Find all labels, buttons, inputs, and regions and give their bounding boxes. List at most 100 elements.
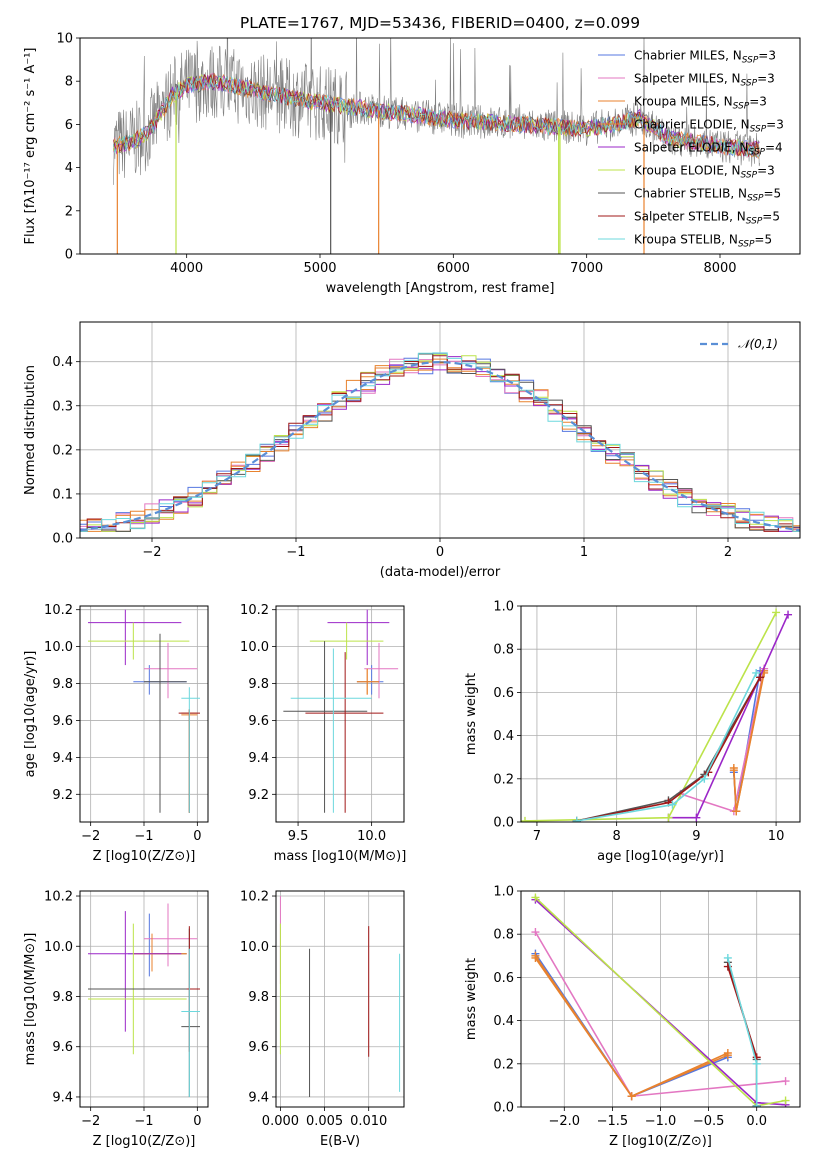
- x-tick-label: 1: [580, 545, 588, 560]
- y-tick-label: 2: [65, 204, 73, 219]
- figure-title: PLATE=1767, MJD=53436, FIBERID=0400, z=0…: [240, 14, 640, 32]
- y-tick-label: 10.2: [44, 890, 73, 905]
- x-tick-label: −2.0: [549, 1114, 581, 1129]
- x-tick-label: −1: [286, 545, 305, 560]
- weight-marker: [752, 1059, 761, 1068]
- x-tick-label: 6000: [437, 261, 470, 276]
- y-tick-label: 0.6: [493, 971, 514, 986]
- weight-marker: [531, 953, 540, 962]
- y-tick-label: 0.4: [52, 355, 73, 370]
- plot-area: [531, 893, 790, 1107]
- x-tick-label: 7000: [570, 261, 603, 276]
- x-tick-label: −1: [134, 829, 153, 844]
- x-tick-label: 5000: [303, 261, 336, 276]
- x-axis-label: E(B-V): [320, 1134, 360, 1149]
- axis-frame: [79, 37, 801, 255]
- y-tick-label: 9.4: [248, 1090, 269, 1105]
- x-tick-label: −1: [134, 1114, 153, 1129]
- weight-marker: [627, 1092, 636, 1101]
- y-tick-label: 9.4: [52, 1090, 73, 1105]
- y-tick-label: 9.6: [248, 1040, 269, 1055]
- x-tick-label: 2: [724, 545, 732, 560]
- mass_vs_Z-panel: −2 −1 0 9.4 9.6 9.8 10.0 10.2 Z [log10(Z/Z⊙)] mas…: [23, 890, 209, 1149]
- plot-area: [112, 38, 761, 254]
- x-tick-label: −2: [81, 829, 100, 844]
- spectrum-model-salpeter_elodie: [113, 74, 760, 157]
- x-tick-label: 0.005: [306, 1114, 343, 1129]
- legend-entry: Salpeter STELIB, NSSP=5: [634, 210, 780, 227]
- y-tick-label: 9.8: [52, 990, 73, 1005]
- y-axis-label: mass weight: [464, 673, 479, 755]
- x-tick-label: 4000: [170, 261, 203, 276]
- y-tick-label: 10.2: [240, 603, 269, 618]
- x-tick-label: 0: [436, 545, 444, 560]
- x-tick-label: 7: [533, 829, 541, 844]
- y-tick-label: 8: [65, 75, 73, 90]
- weight-marker: [668, 800, 677, 809]
- y-tick-label: 0.8: [493, 643, 514, 658]
- y-tick-label: 0.1: [52, 487, 73, 502]
- weight-marker: [521, 816, 529, 822]
- legend-entry: Kroupa STELIB, NSSP=5: [634, 233, 772, 250]
- x-tick-label: 0: [193, 1114, 201, 1129]
- x-axis-label: Z [log10(Z/Z⊙)]: [93, 1134, 196, 1149]
- y-axis-label: age [log10(age/yr)]: [23, 651, 38, 778]
- x-tick-label: 10: [768, 829, 785, 844]
- y-tick-label: 9.8: [248, 677, 269, 692]
- weight-line-chabrier_stelib: [576, 676, 761, 822]
- x-tick-label: −1.5: [597, 1114, 629, 1129]
- y-tick-label: 4: [65, 161, 73, 176]
- weight-line-salpeter_stelib: [576, 676, 761, 822]
- plot-area: [283, 609, 399, 813]
- weight-marker: [723, 1051, 732, 1060]
- x-tick-label: 8000: [703, 261, 736, 276]
- axis-frame: [275, 890, 405, 1108]
- weight-marker: [692, 813, 701, 822]
- weight-marker: [723, 953, 732, 962]
- y-tick-label: 10.2: [240, 890, 269, 905]
- y-tick-label: 0.2: [52, 443, 73, 458]
- histogram-step-kroupa_stelib: [80, 352, 800, 532]
- mass_vs_ebv-panel: 0.000 0.005 0.010 9.4 9.6 9.8 10.0 10.2 E(B-V): [240, 890, 405, 1149]
- x-tick-label: 0: [193, 829, 201, 844]
- y-tick-label: 10.2: [44, 603, 73, 618]
- weight-marker: [784, 610, 793, 619]
- y-tick-label: 1.0: [493, 885, 514, 900]
- axis-frame: [79, 321, 801, 539]
- weight-line-kroupa_stelib: [576, 672, 757, 822]
- y-tick-label: 9.4: [52, 751, 73, 766]
- y-tick-label: 0.0: [52, 532, 73, 547]
- y-axis-label: Flux [fλ10⁻¹⁷ erg cm⁻² s⁻¹ A⁻¹]: [23, 48, 38, 245]
- y-tick-label: 10.0: [44, 640, 73, 655]
- y-tick-label: 0.3: [52, 399, 73, 414]
- y-tick-label: 0: [65, 248, 73, 263]
- age_vs_mass-panel: 9.5 10.0 9.2 9.4 9.6 9.8 10.0 10.2 mass [log10(M…: [240, 603, 406, 864]
- weight-line-salpeter_miles: [680, 668, 765, 813]
- x-tick-label: −2: [142, 545, 161, 560]
- y-tick-label: 9.8: [52, 677, 73, 692]
- y-tick-label: 0.0: [493, 1101, 514, 1116]
- plot-area: [88, 609, 200, 813]
- mass_weight_vs_Z-panel: −2.0 −1.5 −1.0 −0.5 0.0 0.0 0.2 0.4 0.6 0.8 1.0 Z […: [464, 885, 801, 1149]
- x-tick-label: −2: [81, 1114, 100, 1129]
- legend-entry: Salpeter ELODIE, NSSP=4: [634, 141, 783, 158]
- plot-area: [80, 352, 800, 532]
- legend-entry: Chabrier MILES, NSSP=3: [634, 49, 776, 66]
- weight-marker: [781, 1096, 790, 1105]
- y-tick-label: 1.0: [493, 600, 514, 615]
- plot-area: [521, 608, 793, 822]
- x-axis-label: mass [log10(M/M⊙)]: [274, 849, 407, 864]
- weight-marker: [700, 774, 709, 783]
- y-tick-label: 0.8: [493, 928, 514, 943]
- x-tick-label: 9.5: [288, 829, 309, 844]
- weight-marker: [752, 668, 761, 677]
- y-tick-label: 9.2: [52, 788, 73, 803]
- x-tick-label: 0.000: [262, 1114, 299, 1129]
- x-axis-label: Z [log10(Z/Z⊙)]: [609, 1134, 712, 1149]
- axis-frame: [275, 605, 405, 823]
- y-axis-label: mass weight: [464, 958, 479, 1040]
- y-tick-label: 9.8: [248, 990, 269, 1005]
- x-tick-label: 8: [613, 829, 621, 844]
- y-tick-label: 0.0: [493, 816, 514, 831]
